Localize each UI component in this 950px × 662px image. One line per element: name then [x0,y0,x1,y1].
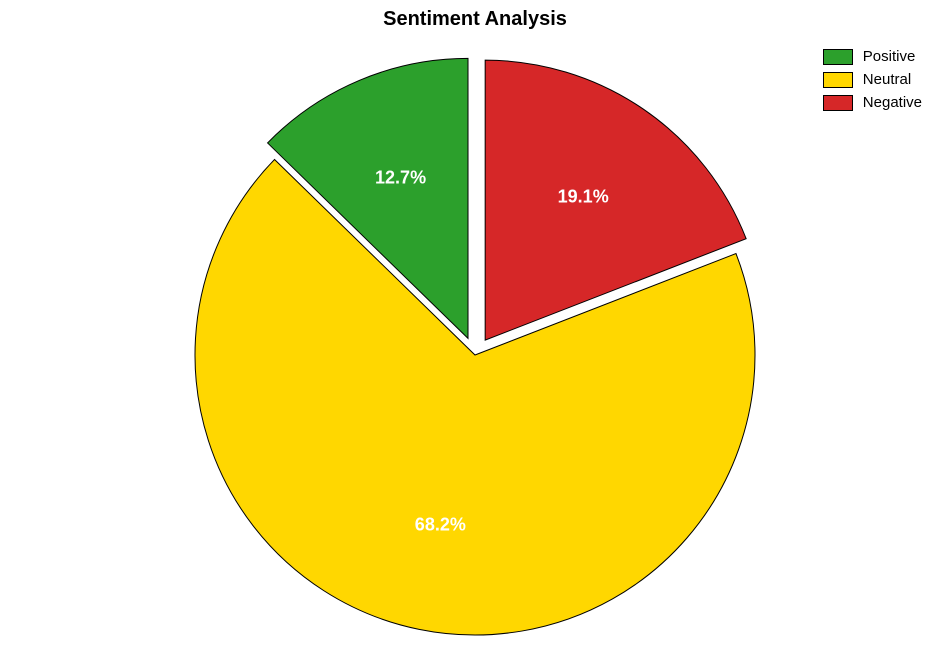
pie-chart [0,0,950,662]
legend-item-negative: Negative [823,94,922,111]
legend-label: Negative [863,94,922,111]
legend-swatch-positive [823,49,853,65]
legend-label: Neutral [863,71,911,88]
slice-label-positive: 12.7% [375,168,426,189]
slice-label-neutral: 68.2% [415,515,466,536]
chart-container: Sentiment Analysis Positive Neutral Nega… [0,0,950,662]
legend: Positive Neutral Negative [823,48,922,117]
legend-swatch-negative [823,95,853,111]
slice-label-negative: 19.1% [558,186,609,207]
legend-item-neutral: Neutral [823,71,922,88]
legend-label: Positive [863,48,916,65]
legend-item-positive: Positive [823,48,922,65]
legend-swatch-neutral [823,72,853,88]
